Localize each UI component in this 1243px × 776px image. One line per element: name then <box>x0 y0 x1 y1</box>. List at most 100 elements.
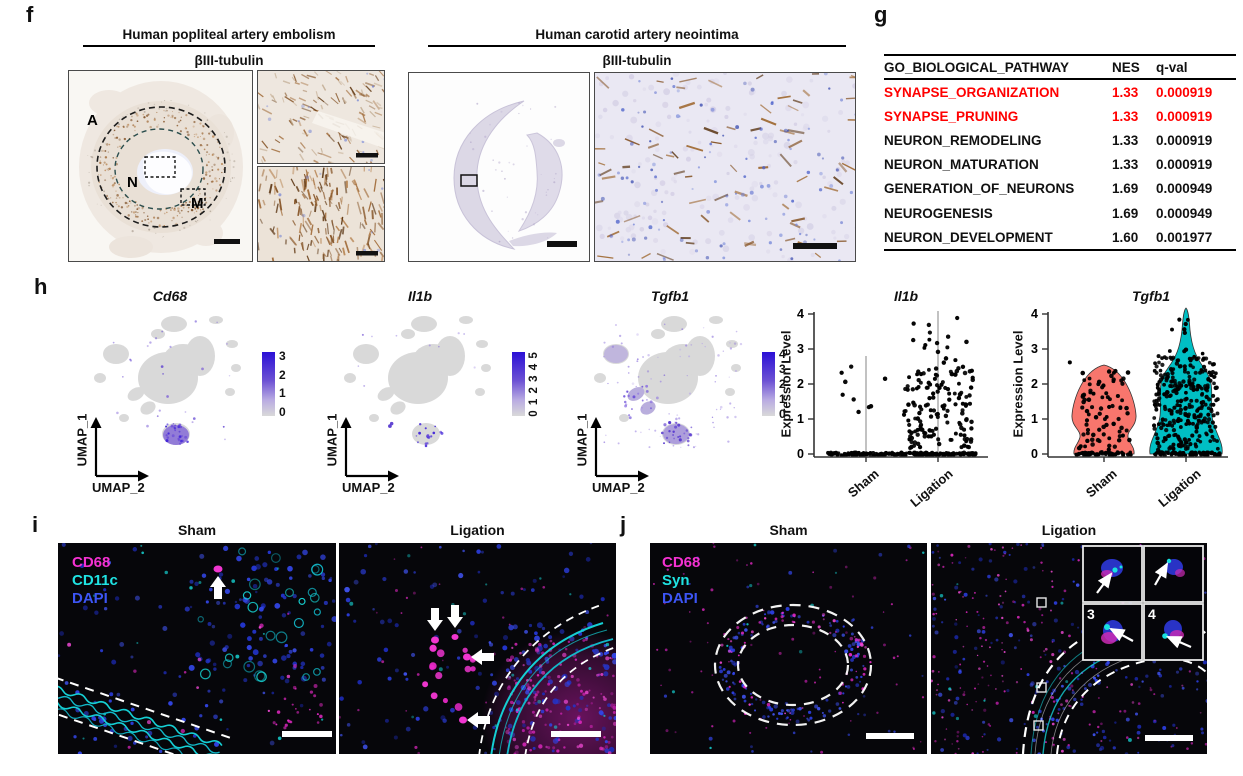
umap-scatter <box>594 316 743 449</box>
region-label-neointima: N <box>127 174 138 191</box>
region-label-adventitia: A <box>87 112 98 129</box>
lumen <box>142 151 192 195</box>
pathway-cell: NEUROGENESIS <box>884 205 993 221</box>
qval-cell: 0.001977 <box>1156 229 1213 245</box>
violin-plot-il1b: Il1b Expression Level 4 3 2 1 0 Sham Lig… <box>776 288 1004 518</box>
colorbar-tick: 1 <box>279 386 286 401</box>
panel-label-j: j <box>620 512 627 537</box>
violin-title: Il1b <box>893 288 919 304</box>
colorbar-ticks: 4 3 2 1 0 <box>779 348 786 420</box>
umap-x-axis-label: UMAP_2 <box>592 480 645 495</box>
marker-label-cd68: CD68 <box>72 554 110 571</box>
nes-cell: 1.33 <box>1112 108 1139 124</box>
qval-cell: 0.000919 <box>1156 157 1213 173</box>
colorbar <box>512 352 525 416</box>
arrow-icon <box>1154 562 1169 586</box>
arrow-icon <box>1165 635 1192 649</box>
colorbar-tick: 0 <box>779 407 786 421</box>
qval-cell: 0.000919 <box>1156 84 1213 100</box>
table-header-row: GO_BIOLOGICAL_PATHWAY NES q-val <box>884 55 1236 80</box>
elastic-lamina-arc <box>506 638 614 754</box>
popliteal-stain-label: βIII-tubulin <box>194 53 264 68</box>
umap-title: Cd68 <box>152 288 188 304</box>
inset-box-2 <box>180 188 206 206</box>
inset-box <box>1036 682 1047 693</box>
colorbar-tick: 2 <box>279 367 286 382</box>
colorbar-tick: 3 <box>279 349 286 363</box>
qval-cell: 0.000919 <box>1156 132 1213 148</box>
colorbar-ticks-rotated: 0 1 2 3 4 5 <box>528 351 540 416</box>
inset-box <box>460 174 478 187</box>
carotid-group-title: Human carotid artery neointima <box>428 27 846 47</box>
colorbar <box>262 352 275 416</box>
colorbar-tick: 3 <box>779 362 786 376</box>
i-sham-image: CD68 CD11c DAPI <box>58 543 336 754</box>
arrow-icon <box>427 608 443 631</box>
gsea-table: GO_BIOLOGICAL_PATHWAY NES q-val SYNAPSE_… <box>884 54 1236 252</box>
arrow-icon <box>471 649 494 665</box>
inset-grid: 3 4 <box>1082 545 1204 661</box>
y-tick-label: 3 <box>1031 342 1038 356</box>
inset-box-1 <box>144 156 176 178</box>
umap-plot-tgfb1: Tgfb1 4 3 2 1 0 UMAP_1 UMAP_2 <box>558 288 808 503</box>
panel-label-g: g <box>874 2 888 27</box>
carotid-section-image <box>408 72 590 262</box>
nes-cell: 1.60 <box>1112 229 1139 245</box>
colorbar-tick: 1 <box>528 397 540 406</box>
pathway-cell: NEURON_REMODELING <box>884 132 1042 148</box>
colorbar-tick: 3 <box>528 374 540 382</box>
col-header-pathway: GO_BIOLOGICAL_PATHWAY <box>884 55 1112 80</box>
scale-bar <box>793 243 837 249</box>
umap-title: Tgfb1 <box>650 288 690 304</box>
y-tick-label: 2 <box>797 377 804 391</box>
y-tick-label: 4 <box>797 307 804 321</box>
y-tick-label: 3 <box>797 342 804 356</box>
colorbar-tick: 0 <box>528 409 540 417</box>
colorbar-tick: 1 <box>779 392 786 406</box>
inset-box <box>1036 597 1047 608</box>
dashed-boundary <box>478 604 602 754</box>
panel-label-i: i <box>32 512 39 537</box>
marker-label-cd68: CD68 <box>662 554 700 571</box>
i-sham-title: Sham <box>177 522 217 538</box>
marker-label-dapi: DAPI <box>72 590 108 607</box>
nes-cell: 1.33 <box>1112 132 1139 148</box>
elastic-lamina-band <box>58 676 236 754</box>
high-expression-cluster <box>663 424 689 444</box>
umap-y-axis-label: UMAP_1 <box>574 413 590 467</box>
col-header-nes: NES <box>1112 55 1156 80</box>
scale-bar <box>356 251 378 256</box>
outer-dashed-ring <box>96 106 226 228</box>
colorbar-tick: 2 <box>779 377 786 391</box>
y-tick-label: 1 <box>1031 412 1038 426</box>
outer-dashed-ring <box>713 603 873 727</box>
table-row: GENERATION_OF_NEURONS 1.69 0.000949 <box>884 177 1236 201</box>
violin-canvas: 4 3 2 1 0 <box>1031 307 1228 462</box>
i-ligation-image <box>339 543 616 754</box>
dashed-boundary <box>58 708 230 754</box>
pathway-cell: GENERATION_OF_NEURONS <box>884 181 1075 197</box>
umap-axes <box>590 417 649 482</box>
inner-dashed-ring <box>114 128 204 210</box>
carotid-stain-label: βIII-tubulin <box>602 53 672 68</box>
popliteal-inset-1-image <box>257 70 385 164</box>
qval-cell: 0.000949 <box>1156 181 1213 197</box>
pathway-cell: NEURON_MATURATION <box>884 157 1039 173</box>
scale-bar <box>356 153 378 158</box>
j-sham-image: CD68 Syn DAPI <box>650 543 927 754</box>
y-tick-label: 0 <box>797 447 804 461</box>
table-row: SYNAPSE_PRUNING 1.33 0.000919 <box>884 104 1236 128</box>
umap-y-axis-label: UMAP_1 <box>74 413 90 467</box>
tissue-cleft <box>312 111 384 149</box>
tissue-crescent-inner <box>517 132 563 232</box>
j-sham-title: Sham <box>769 522 808 538</box>
tissue-crescent-outer <box>453 100 525 250</box>
pathway-cell: SYNAPSE_PRUNING <box>884 108 1019 124</box>
gsea-table-container: GO_BIOLOGICAL_PATHWAY NES q-val SYNAPSE_… <box>884 54 1236 252</box>
popliteal-artery-section-image: A N M <box>68 70 253 262</box>
scale-bar <box>282 731 332 737</box>
colorbar <box>762 352 775 416</box>
popliteal-inset-2-image <box>257 166 385 262</box>
cd68-positive-cell <box>213 565 223 573</box>
violin-plot-tgfb1: Tgfb1 Expression Level 4 3 2 1 0 Sham Li… <box>1006 288 1243 518</box>
